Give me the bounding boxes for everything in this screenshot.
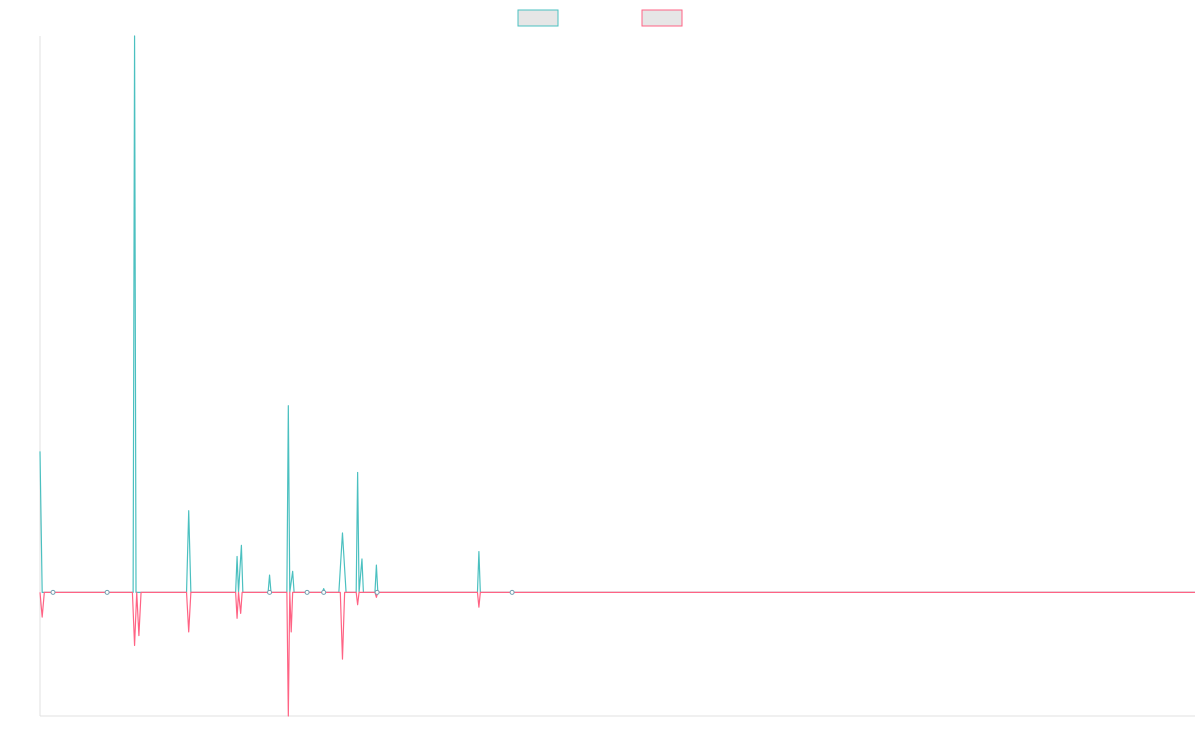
data-point-0 bbox=[50, 589, 56, 595]
plot-area bbox=[39, 35, 1195, 717]
axes bbox=[39, 36, 1195, 717]
legend-item-1[interactable] bbox=[641, 9, 683, 27]
data-point-6 bbox=[509, 589, 515, 595]
data-point-2 bbox=[267, 589, 273, 595]
legend[interactable] bbox=[517, 9, 683, 27]
data-point-1 bbox=[104, 589, 110, 595]
data-point-4 bbox=[321, 589, 327, 595]
series-line-1 bbox=[39, 591, 1195, 717]
legend-item-0[interactable] bbox=[517, 9, 559, 27]
data-point-5 bbox=[374, 589, 380, 595]
legend-swatch bbox=[517, 9, 559, 27]
series-line-0 bbox=[39, 35, 1195, 593]
data-point-3 bbox=[304, 589, 310, 595]
legend-swatch bbox=[641, 9, 683, 27]
